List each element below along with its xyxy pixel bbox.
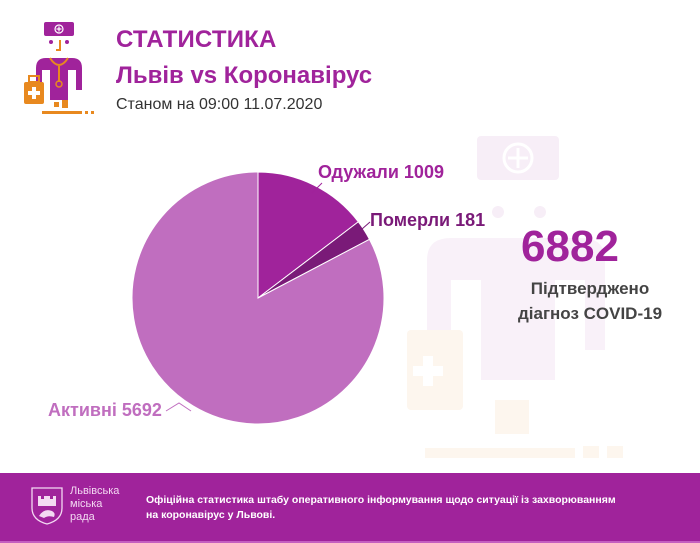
leader-line-recovered (311, 182, 323, 194)
footer-org-line1: Львівська (70, 485, 120, 497)
label-active: Активні 5692 (48, 400, 162, 420)
label-deaths: Померли 181 (370, 210, 486, 230)
doctor-icon (24, 22, 94, 114)
footer-org-name: Львівська міська рада (70, 485, 119, 524)
footer-org-line2: міська (70, 498, 103, 510)
pie-chart (131, 171, 385, 425)
total-caption-line1: Підтверджено (530, 279, 650, 298)
label-recovered: Одужали 1009 (318, 162, 444, 182)
footer-description: Офіційна статистика штабу оперативного і… (146, 494, 616, 521)
total-caption-line2: діагноз COVID-19 (517, 304, 663, 323)
lviv-coat-of-arms-icon (31, 487, 63, 525)
pie-slices (131, 171, 385, 425)
pie-slice-2 (131, 171, 385, 425)
total-caption: Підтверджено діагноз COVID-19 (490, 276, 690, 326)
pie-slice-0 (257, 171, 360, 300)
as-of-timestamp: Станом на 09:00 11.07.2020 (116, 96, 323, 113)
page-subtitle: Львів vs Коронавірус (116, 62, 373, 89)
leader-line-deaths (361, 221, 371, 230)
leader-line-active (165, 402, 192, 412)
footer-org-line3: рада (70, 511, 95, 523)
footer-divider (0, 541, 700, 543)
footer: Львівська міська рада Офіційна статистик… (0, 473, 700, 543)
page-title: СТАТИСТИКА (116, 26, 277, 53)
total-confirmed: 6882 (521, 222, 619, 271)
doctor-watermark-icon (407, 136, 623, 458)
